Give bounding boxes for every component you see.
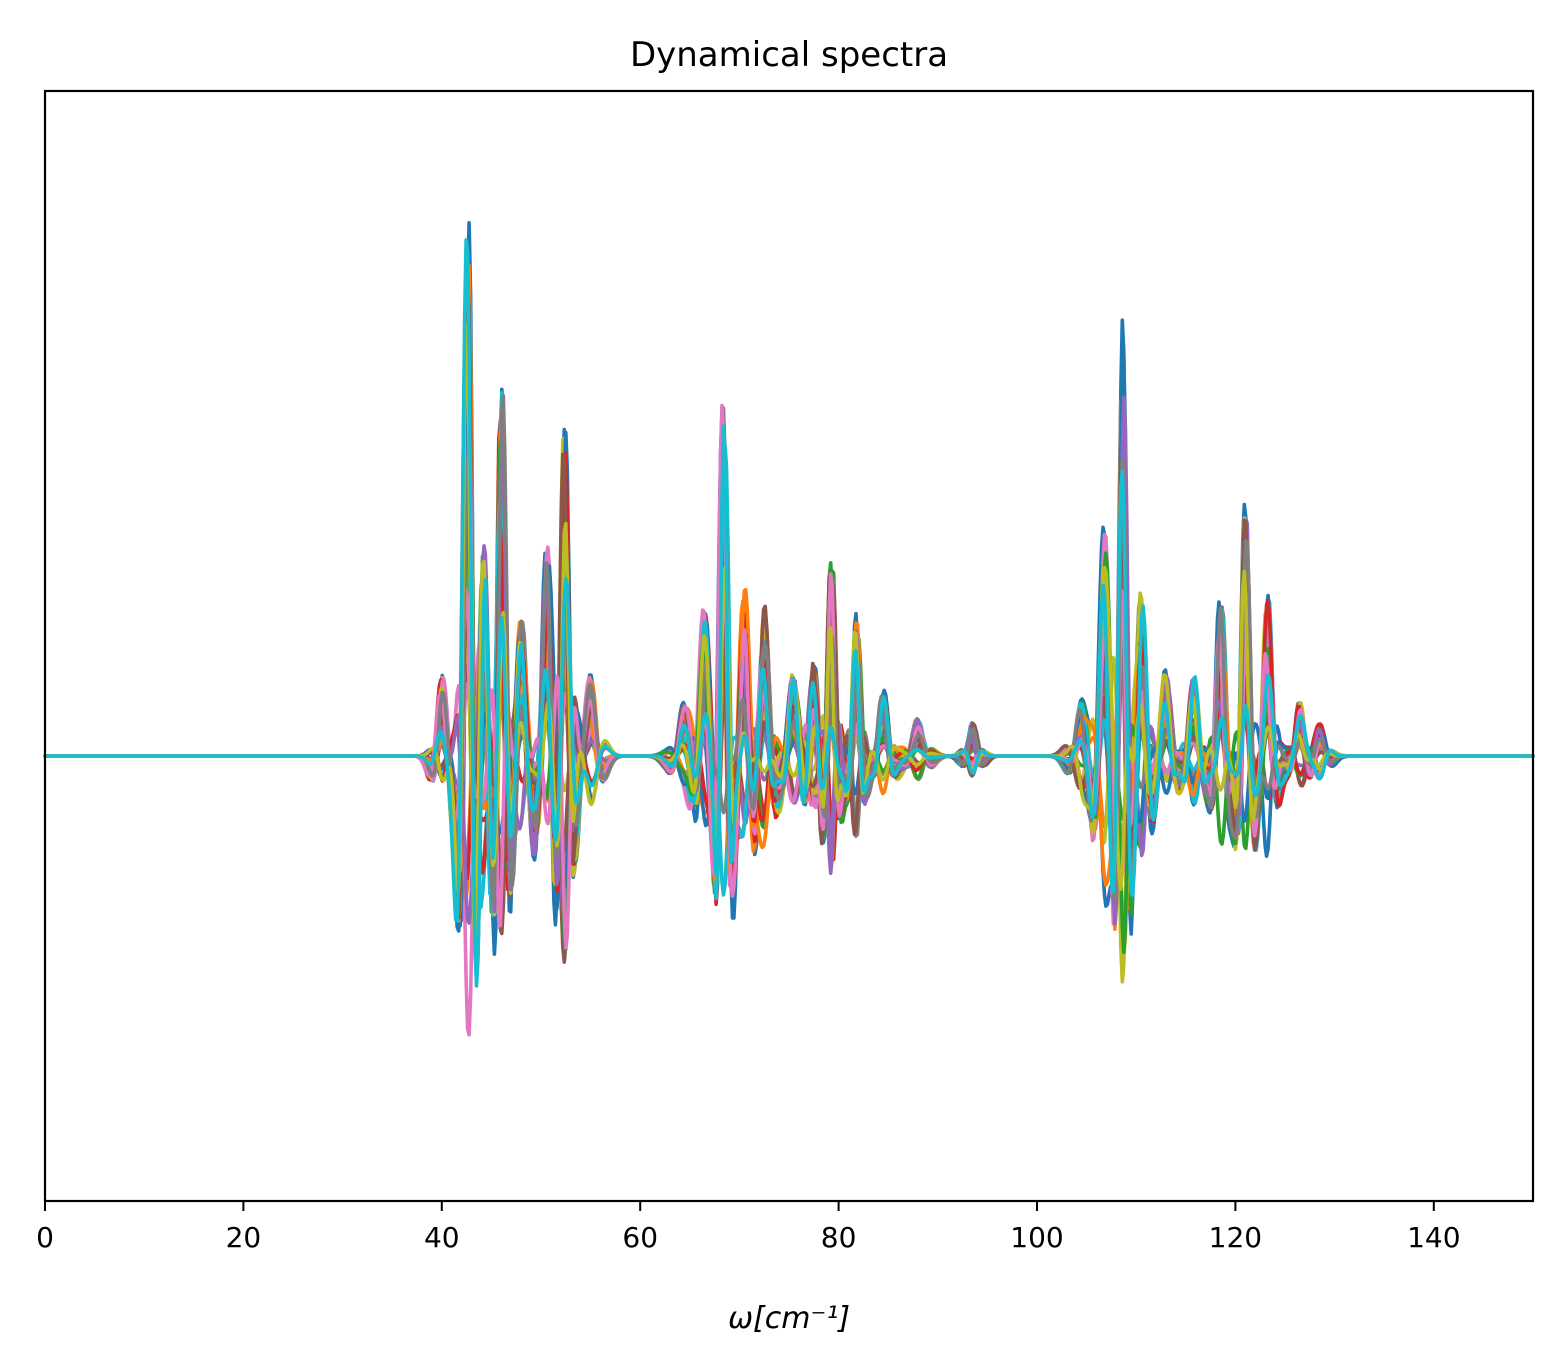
series-line-36 (43, 452, 1535, 893)
series-line-17 (43, 422, 1535, 926)
series-line-37 (43, 403, 1535, 950)
x-tick-label-80: 80 (821, 1221, 857, 1254)
series-line-14 (43, 376, 1535, 886)
series-line-30 (43, 443, 1535, 901)
series-line-16 (43, 353, 1535, 964)
series-line-34 (43, 448, 1535, 894)
series-line-31 (43, 350, 1535, 913)
series-line-39 (43, 321, 1535, 949)
x-tick-label-20: 20 (226, 1221, 262, 1254)
series-line-21 (43, 430, 1535, 894)
series-line-2 (43, 254, 1535, 944)
x-tick-label-60: 60 (622, 1221, 658, 1254)
x-tick-label-100: 100 (1010, 1221, 1063, 1254)
series-line-24 (43, 451, 1535, 876)
series-line-11 (43, 221, 1535, 955)
series-line-27 (43, 416, 1535, 880)
x-tick-label-140: 140 (1407, 1221, 1460, 1254)
plot-frame (43, 89, 1535, 1203)
series-line-12 (43, 263, 1535, 923)
series-line-4 (43, 419, 1535, 907)
series-line-1 (43, 246, 1535, 956)
series-line-20 (43, 377, 1535, 911)
series-line-6 (43, 306, 1535, 932)
series-line-15 (43, 418, 1535, 915)
series-line-22 (43, 450, 1535, 875)
x-axis-label: ω[cm⁻¹] (728, 1301, 850, 1336)
series-line-10 (43, 391, 1535, 917)
x-tick-label-40: 40 (424, 1221, 460, 1254)
series-line-28 (43, 448, 1535, 889)
series-line-3 (43, 414, 1535, 937)
series-line-25 (43, 429, 1535, 915)
series-line-5 (43, 249, 1535, 940)
series-line-40 (43, 238, 1535, 988)
series-group (43, 221, 1535, 1037)
series-line-23 (43, 375, 1535, 916)
x-axis-ticks: 0 20 40 60 80 100 120 140 (36, 1201, 1461, 1254)
series-line-38 (43, 393, 1535, 906)
series-line-26 (43, 281, 1535, 936)
chart-title: Dynamical spectra (630, 35, 948, 75)
series-line-19 (43, 372, 1535, 984)
series-line-8 (43, 398, 1535, 899)
series-line-9 (43, 490, 1535, 863)
x-tick-label-0: 0 (36, 1221, 54, 1254)
series-line-35 (43, 395, 1535, 926)
x-tick-label-120: 120 (1209, 1221, 1262, 1254)
